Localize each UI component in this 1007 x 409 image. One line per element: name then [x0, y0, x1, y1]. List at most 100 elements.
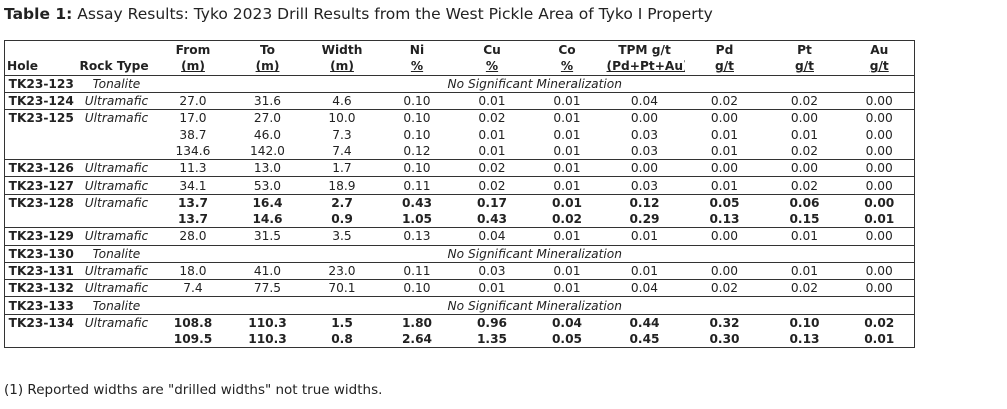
rock-type: Ultramafic [77, 91, 156, 110]
table-row: TK23-130 Tonalite No Significant Mineraliz… [4, 244, 915, 263]
cell-ni: 1.05 [401, 212, 433, 227]
cell-au: 0.00 [844, 193, 915, 211]
cell-cu: 0.02 [454, 159, 530, 177]
table-row: TK23-125 Ultramafic 17.0 27.0 10.0 0.10 0.02 0.… [4, 109, 915, 127]
cell-cu: 0.01 [478, 127, 506, 142]
rock-type: Tonalite [77, 296, 156, 315]
cell-cu: 0.02 [454, 176, 530, 195]
cell-au: 0.02 [844, 313, 915, 332]
hole-group: TK23-132 Ultramafic 7.4 77.5 70.1 0.10 0.01 0.0… [4, 279, 915, 297]
cell-co: 0.01 [529, 109, 605, 127]
header-tpm-bottom: (Pd+Pt+Au) [604, 58, 685, 76]
cell-to: 14.6 [252, 212, 283, 227]
cell-ni: 0.10 [379, 91, 455, 110]
cell-au: 0.01 [864, 332, 895, 347]
cell-pd: 0.01 [710, 127, 739, 142]
rock-type [78, 331, 156, 348]
cell-width: 10.0 [304, 109, 380, 127]
rock-type: Tonalite [77, 244, 156, 263]
header-rock-type-bottom: Rock Type [77, 58, 156, 76]
cell-width: 18.9 [304, 176, 380, 195]
cell-ni: 0.12 [403, 143, 431, 158]
cell-co: 0.01 [553, 143, 581, 158]
cell-width: 0.9 [331, 212, 353, 227]
cell-pt: 0.02 [790, 143, 819, 158]
cell-pd: 0.00 [684, 159, 765, 177]
no-significant-mineralization-note: No Significant Mineralization [155, 296, 915, 315]
cell-tpm: 0.01 [604, 227, 685, 246]
header-pt-bottom: g/t [764, 58, 845, 76]
cell-au: 0.01 [864, 212, 895, 227]
cell-tpm: 0.04 [604, 91, 685, 110]
cell-from: 109.5 [173, 332, 213, 347]
hole-group: TK23-129 Ultramafic 28.0 31.5 3.5 0.13 0.04 0.0… [4, 227, 915, 246]
cell-pt: 0.00 [764, 109, 845, 127]
header-co-top: Co [558, 43, 576, 58]
cell-co: 0.04 [529, 313, 605, 332]
rock-type: Tonalite [77, 74, 156, 93]
cell-width: 70.1 [304, 279, 380, 297]
cell-tpm: 0.29 [629, 212, 660, 227]
cell-tpm: 0.44 [604, 313, 685, 332]
cell-ni: 0.11 [379, 176, 455, 195]
rock-type: Ultramafic [77, 261, 156, 280]
hole-group: TK23-127 Ultramafic 34.1 53.0 18.9 0.11 0.02 0.… [4, 176, 915, 195]
cell-cu: 0.02 [454, 109, 530, 127]
cell-to: 142.0 [250, 143, 285, 158]
hole-group: TK23-130 Tonalite No Significant Mineraliz… [4, 244, 915, 263]
cell-to: 31.5 [230, 227, 305, 246]
table-row: TK23-132 Ultramafic 7.4 77.5 70.1 0.10 0.01 0.0… [4, 279, 915, 297]
hole-group: TK23-133 Tonalite No Significant Mineraliz… [4, 296, 915, 315]
header-from-bottom: (m) [155, 58, 231, 76]
cell-au: 0.00 [844, 109, 915, 127]
cell-pt: 0.13 [789, 332, 820, 347]
cell-tpm: 0.00 [604, 109, 685, 127]
hole-id: TK23-125 [4, 109, 78, 127]
cell-from: 27.0 [155, 91, 231, 110]
cell-co: 0.01 [529, 261, 605, 280]
cell-pd: 0.00 [684, 109, 765, 127]
cell-width: 7.3 [332, 127, 352, 142]
cell-co: 0.01 [529, 227, 605, 246]
cell-pd: 0.13 [709, 212, 740, 227]
cell-au: 0.00 [844, 176, 915, 195]
cell-tpm: 0.12 [604, 193, 685, 211]
cell-cu: 1.35 [476, 332, 508, 347]
hole-id: TK23-130 [4, 244, 78, 263]
cell-to: 46.0 [253, 127, 282, 142]
no-significant-mineralization-note: No Significant Mineralization [155, 244, 915, 263]
cell-co: 0.01 [529, 159, 605, 177]
cell-from: 13.7 [177, 212, 209, 227]
cell-pt: 0.15 [789, 212, 820, 227]
cell-co: 0.01 [553, 127, 581, 142]
header-rock-type-top [78, 41, 156, 59]
hole-id: TK23-131 [4, 261, 78, 280]
cell-to: 41.0 [230, 261, 305, 280]
header-width-bottom: (m) [304, 58, 380, 76]
cell-tpm: 0.03 [604, 176, 685, 195]
cell-co: 0.05 [551, 332, 583, 347]
cell-au: 0.00 [844, 159, 915, 177]
cell-tpm: 0.03 [630, 143, 659, 158]
table-row: TK23-134 Ultramafic 108.8 110.3 1.5 1.80 0.96 0… [4, 313, 915, 332]
header-pd-bottom: g/t [684, 58, 765, 76]
cell-from: 13.7 [155, 193, 231, 211]
table-header: From To Width Ni Cu Co TPM g/t Pd Pt Au Hole Rock … [4, 41, 915, 76]
cell-from: 17.0 [155, 109, 231, 127]
cell-au: 0.00 [844, 227, 915, 246]
no-significant-mineralization-note: No Significant Mineralization [155, 74, 915, 93]
header-au-top: Au [870, 43, 889, 58]
cell-width: 2.7 [304, 193, 380, 211]
cell-cu: 0.04 [454, 227, 530, 246]
cell-au: 0.00 [844, 91, 915, 110]
cell-pt: 0.01 [764, 227, 845, 246]
cell-to: 53.0 [230, 176, 305, 195]
cell-co: 0.02 [551, 212, 583, 227]
cell-pt: 0.01 [764, 261, 845, 280]
cell-au: 0.00 [844, 279, 915, 297]
header-pd-top: Pd [715, 43, 734, 58]
assay-results-table: From To Width Ni Cu Co TPM g/t Pd Pt Au Hole Rock … [4, 40, 915, 349]
cell-width: 1.7 [304, 159, 380, 177]
header-au-bottom: g/t [844, 58, 915, 76]
hole-id [5, 126, 78, 142]
